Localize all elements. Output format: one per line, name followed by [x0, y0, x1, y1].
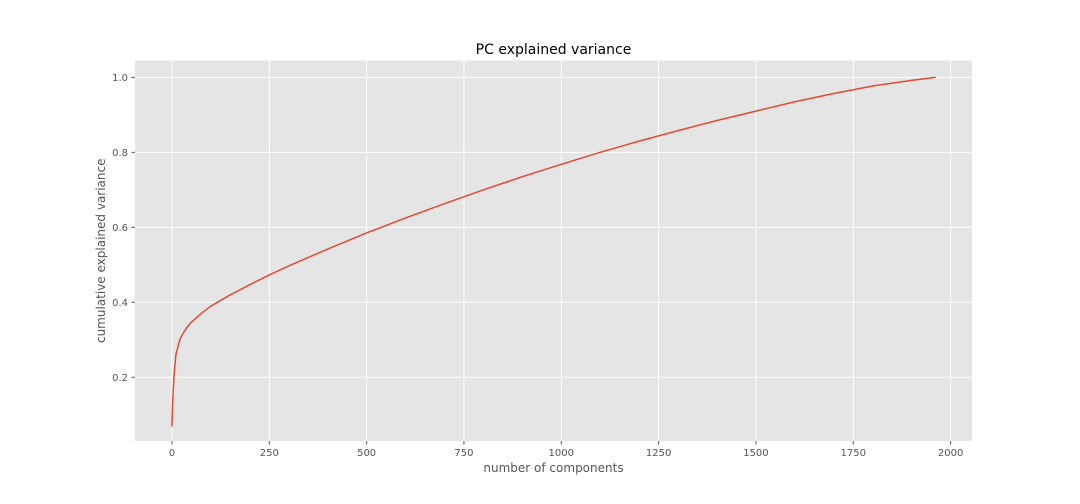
x-tick-label: 1250 — [646, 448, 671, 459]
y-tick-label: 0.2 — [112, 373, 128, 384]
grid-y — [135, 76, 972, 378]
x-tick-label: 250 — [260, 448, 279, 459]
x-tick-label: 1000 — [549, 448, 574, 459]
series-layer — [171, 76, 936, 427]
x-tick-label: 0 — [169, 448, 175, 459]
chart-title: PC explained variance — [476, 42, 632, 58]
y-axis-label: cumulative explained variance — [94, 158, 108, 343]
plot-background — [135, 60, 972, 441]
x-tick-label: 1500 — [743, 448, 768, 459]
x-tick-label: 500 — [357, 448, 376, 459]
x-tick-label: 2000 — [938, 448, 963, 459]
x-axis-label: number of components — [483, 461, 623, 475]
y-axis-ticks: 0.2 0.4 0.6 0.8 1.0 — [112, 73, 135, 384]
y-tick-label: 0.4 — [112, 298, 128, 309]
x-axis-ticks: 0 250 500 750 1000 1250 1500 1750 2000 — [169, 441, 963, 459]
x-tick-label: 750 — [454, 448, 473, 459]
y-tick-label: 1.0 — [112, 73, 128, 84]
y-tick-label: 0.6 — [112, 223, 128, 234]
grid-x — [171, 60, 952, 441]
x-tick-label: 1750 — [841, 448, 866, 459]
series-line-0 — [171, 76, 936, 427]
y-tick-label: 0.8 — [112, 148, 128, 159]
